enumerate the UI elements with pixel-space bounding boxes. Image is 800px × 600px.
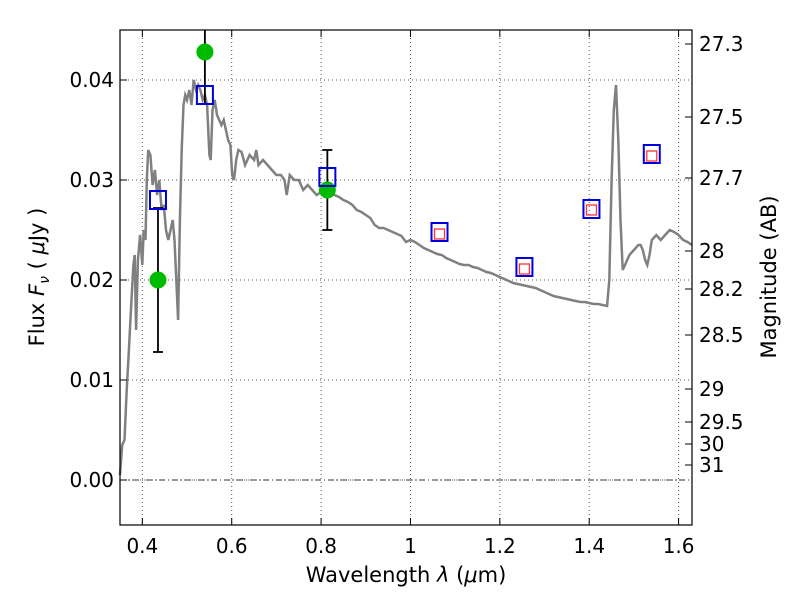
model-photometry-square [195, 85, 214, 105]
y2-tick-label: 28 [699, 239, 724, 263]
model-photometry-points [148, 85, 661, 277]
x-tick-label: 1.6 [663, 534, 695, 558]
observed-point [149, 271, 167, 289]
upper-limit-square [585, 204, 598, 216]
model-photometry-square [515, 257, 534, 277]
model-spectrum-line [118, 79, 693, 476]
x-tick-label: 0.8 [305, 534, 337, 558]
upper-limit-square [433, 228, 446, 240]
observed-point [196, 43, 214, 61]
y-axis-ticks: 0.00 0.01 0.02 0.03 0.04 [69, 68, 127, 492]
y-tick-label: 0.04 [69, 68, 114, 92]
x-tick-label: 1.2 [484, 534, 516, 558]
x-axis-label: Wavelength λ (μm) [306, 563, 507, 587]
upper-limit-square [646, 150, 658, 162]
secondary-y-axis-label: Magnitude (AB) [757, 195, 781, 358]
x-tick-label: 0.6 [216, 534, 248, 558]
x-tick-label: 0.4 [126, 534, 158, 558]
x-tick-label: 1 [404, 534, 417, 558]
y2-tick-label: 28.2 [699, 277, 744, 301]
model-photometry-square [430, 222, 449, 242]
x-axis-ticks: 0.4 0.6 0.8 1 1.2 1.4 1.6 [126, 30, 695, 558]
y-tick-label: 0.01 [69, 368, 114, 392]
observed-point [318, 181, 336, 199]
model-photometry-square [642, 144, 661, 164]
y-tick-label: 0.03 [69, 168, 114, 192]
model-photometry-square [582, 199, 601, 219]
upper-limit-square [518, 263, 531, 275]
y-axis-label: Flux Fν ( μJy ) [25, 208, 53, 347]
y-tick-label: 0.00 [69, 468, 114, 492]
y2-tick-label: 30 [699, 432, 724, 456]
grid-lines [120, 30, 692, 525]
plot-background [120, 30, 692, 525]
model-photometry-square [148, 190, 167, 210]
plot-frame [119, 29, 693, 526]
model-photometry-square [318, 167, 337, 187]
y2-tick-label: 27.7 [699, 166, 744, 190]
y2-tick-label: 28.5 [699, 323, 744, 347]
y2-tick-label: 27.5 [699, 105, 744, 129]
y2-tick-label: 27.3 [699, 32, 744, 56]
y2-tick-label: 29.5 [699, 410, 744, 434]
upper-limit-points [433, 150, 658, 275]
y2-tick-label: 29 [699, 377, 724, 401]
x-tick-label: 1.4 [573, 534, 605, 558]
y2-tick-label: 31 [699, 453, 724, 477]
y-tick-label: 0.02 [69, 268, 114, 292]
